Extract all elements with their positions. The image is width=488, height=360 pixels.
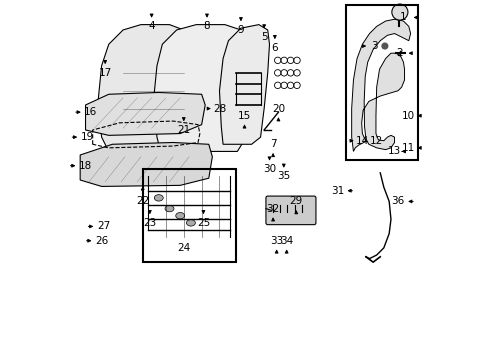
Ellipse shape bbox=[164, 205, 174, 212]
Text: 11: 11 bbox=[401, 143, 415, 153]
Text: 8: 8 bbox=[203, 21, 210, 31]
Ellipse shape bbox=[391, 4, 407, 20]
Text: 1: 1 bbox=[399, 13, 406, 22]
Text: 19: 19 bbox=[81, 132, 94, 142]
Text: 22: 22 bbox=[136, 197, 149, 206]
Text: 14: 14 bbox=[355, 136, 368, 146]
Text: 28: 28 bbox=[212, 104, 225, 113]
PathPatch shape bbox=[98, 24, 200, 152]
Ellipse shape bbox=[186, 220, 195, 226]
Text: 34: 34 bbox=[280, 236, 293, 246]
Text: 10: 10 bbox=[402, 111, 414, 121]
Text: 36: 36 bbox=[391, 197, 404, 206]
Text: 21: 21 bbox=[177, 125, 190, 135]
PathPatch shape bbox=[351, 19, 410, 152]
Text: 29: 29 bbox=[289, 197, 302, 206]
Text: 2: 2 bbox=[396, 48, 403, 58]
PathPatch shape bbox=[219, 24, 269, 144]
Text: 33: 33 bbox=[269, 236, 283, 246]
Text: 17: 17 bbox=[99, 68, 112, 78]
Ellipse shape bbox=[154, 195, 163, 201]
Text: 32: 32 bbox=[266, 203, 279, 213]
Text: 3: 3 bbox=[371, 41, 377, 51]
Text: 25: 25 bbox=[196, 218, 210, 228]
Text: 31: 31 bbox=[330, 186, 343, 196]
PathPatch shape bbox=[153, 24, 253, 152]
Text: 24: 24 bbox=[177, 243, 190, 253]
Text: 12: 12 bbox=[369, 136, 383, 146]
Text: 5: 5 bbox=[260, 32, 267, 42]
Text: 4: 4 bbox=[148, 21, 155, 31]
Text: 6: 6 bbox=[271, 43, 278, 53]
Text: 7: 7 bbox=[269, 139, 276, 149]
Circle shape bbox=[381, 43, 387, 49]
PathPatch shape bbox=[85, 93, 205, 135]
Bar bbox=[142, 169, 235, 262]
Text: 35: 35 bbox=[277, 171, 290, 181]
Text: 26: 26 bbox=[95, 236, 108, 246]
Ellipse shape bbox=[175, 212, 184, 219]
Text: 9: 9 bbox=[237, 25, 244, 35]
Text: 13: 13 bbox=[387, 147, 400, 157]
Text: 18: 18 bbox=[79, 161, 92, 171]
PathPatch shape bbox=[80, 143, 212, 186]
Text: 23: 23 bbox=[143, 218, 156, 228]
Text: 27: 27 bbox=[97, 221, 110, 231]
Text: 15: 15 bbox=[237, 111, 251, 121]
Text: 30: 30 bbox=[263, 164, 276, 174]
Text: 16: 16 bbox=[84, 107, 97, 117]
FancyBboxPatch shape bbox=[265, 196, 315, 225]
Bar bbox=[346, 5, 417, 160]
Text: 20: 20 bbox=[271, 104, 285, 113]
